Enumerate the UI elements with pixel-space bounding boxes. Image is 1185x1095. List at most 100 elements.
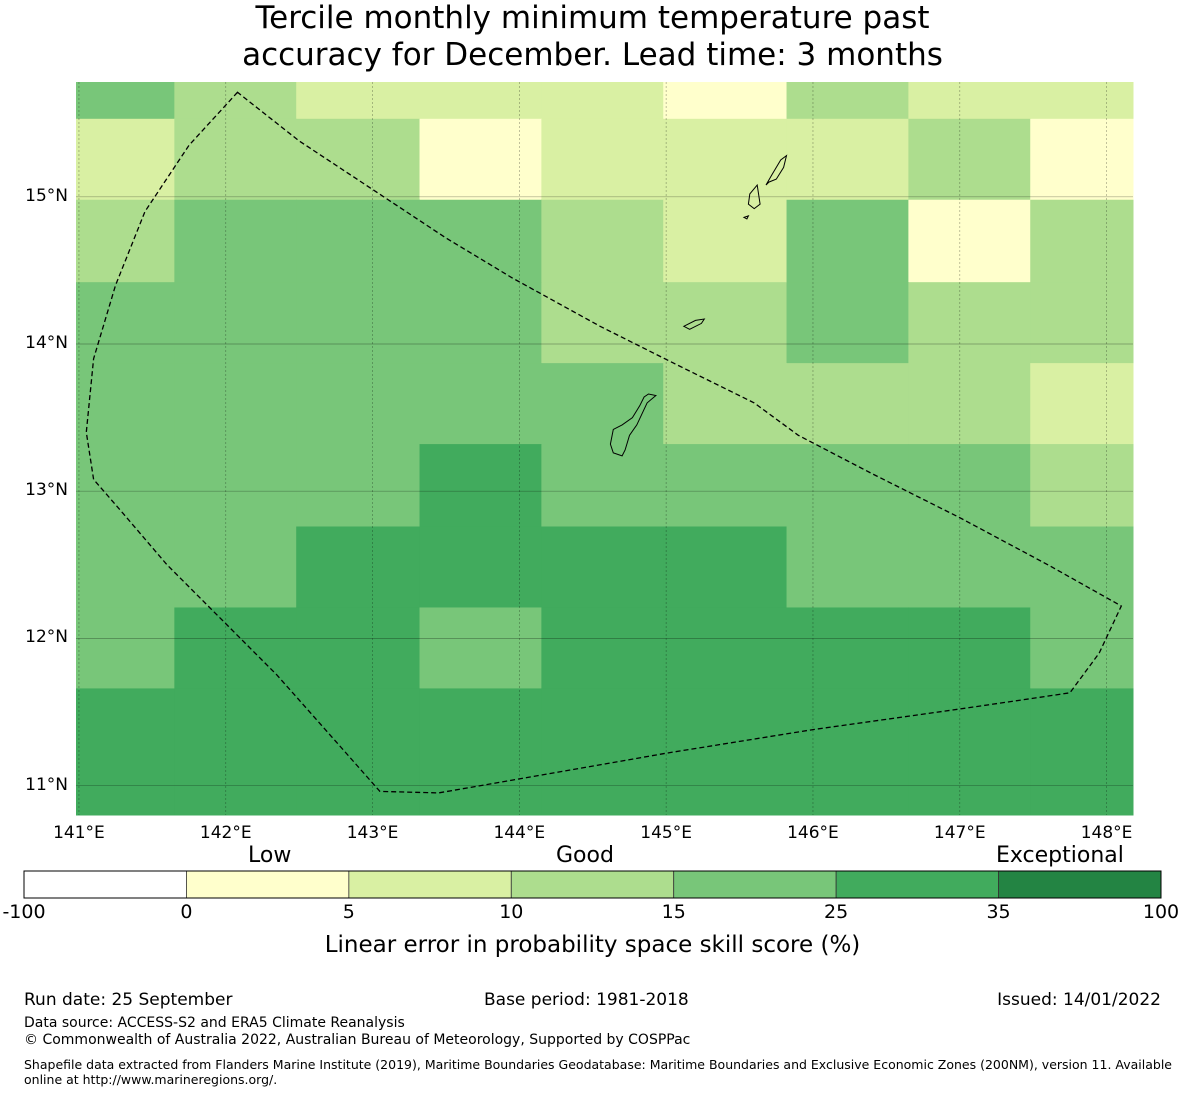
island-outline xyxy=(765,154,788,186)
grid-cell xyxy=(908,118,1031,201)
grid-cell xyxy=(541,199,664,283)
grid-cell xyxy=(786,199,909,283)
grid-cell xyxy=(1030,282,1134,364)
colorbar-tick-label: 5 xyxy=(342,901,355,923)
lon-tick-label: 142°E xyxy=(199,823,252,843)
lon-tick-label: 145°E xyxy=(640,823,692,843)
lon-tick-label: 148°E xyxy=(1080,823,1133,843)
colorbar-segment xyxy=(835,870,999,899)
grid-cell xyxy=(1030,526,1134,608)
colorbar-segment xyxy=(510,870,675,899)
grid-cell xyxy=(174,118,297,201)
eez-boundary-line xyxy=(85,91,1123,794)
grid-cell xyxy=(908,444,1031,528)
island-outline xyxy=(609,393,658,457)
grid-cell xyxy=(296,444,421,528)
grid-cell xyxy=(786,688,909,816)
grid-cell xyxy=(76,444,175,528)
lon-tick-label: 144°E xyxy=(493,823,546,843)
grid-cell xyxy=(174,282,297,364)
grid-cell xyxy=(908,199,1031,283)
copyright: © Commonwealth of Australia 2022, Austra… xyxy=(24,1032,691,1048)
colorbar-tick-label: -100 xyxy=(2,901,46,923)
grid-cell xyxy=(76,526,175,608)
grid-cell xyxy=(663,282,788,364)
grid-cell xyxy=(663,363,788,445)
grid-cell xyxy=(908,688,1031,816)
lon-tick-label: 143°E xyxy=(346,823,399,843)
grid-cell xyxy=(296,82,421,120)
grid-cell xyxy=(663,688,788,816)
grid-cell xyxy=(419,526,542,608)
grid-cell xyxy=(76,199,175,283)
lat-tick-label: 13°N xyxy=(25,480,68,501)
grid-cell xyxy=(174,607,297,689)
colorbar-segment xyxy=(23,870,187,899)
grid-cell xyxy=(786,82,909,120)
lon-tick-label: 147°E xyxy=(933,823,986,843)
grid-cell xyxy=(419,607,542,689)
grid-cell xyxy=(296,526,421,608)
grid-cell xyxy=(786,526,909,608)
grid-cell xyxy=(908,282,1031,364)
grid-cell xyxy=(76,688,175,816)
grid-cell xyxy=(296,607,421,689)
category-good: Good xyxy=(556,843,614,868)
graticule-lines xyxy=(76,82,1133,815)
colorbar-tick-label: 0 xyxy=(180,901,193,923)
grid-cell xyxy=(663,199,788,283)
grid-cell xyxy=(1030,444,1134,528)
lon-tick-label: 141°E xyxy=(53,823,105,843)
grid-cell xyxy=(786,444,909,528)
colorbar-tick-label: 25 xyxy=(824,901,849,923)
grid-cell xyxy=(1030,118,1134,201)
lon-tick-label: 146°E xyxy=(787,823,839,843)
island-outline xyxy=(682,318,706,330)
grid-cell xyxy=(786,607,909,689)
colorbar-segment xyxy=(348,870,512,899)
grid-cell xyxy=(541,82,664,120)
grid-cell xyxy=(908,82,1031,120)
colorbar-segment xyxy=(998,870,1162,899)
grid-cell xyxy=(419,118,542,201)
skill-grid-cells xyxy=(76,82,1134,816)
issued-date: Issued: 14/01/2022 xyxy=(997,990,1161,1010)
grid-cell xyxy=(663,607,788,689)
grid-cell xyxy=(296,118,421,201)
base-period: Base period: 1981-2018 xyxy=(484,990,689,1010)
grid-cell xyxy=(174,363,297,445)
grid-cell xyxy=(786,282,909,364)
colorbar-tick-label: 100 xyxy=(1142,901,1180,923)
colorbar-segment xyxy=(186,870,350,899)
colorbar-tick-label: 35 xyxy=(986,901,1011,923)
grid-cell xyxy=(908,607,1031,689)
grid-cell xyxy=(1030,688,1134,816)
colorbar-label: Linear error in probability space skill … xyxy=(324,932,861,958)
shapefile-credit: Shapefile data extracted from Flanders M… xyxy=(24,1057,1172,1087)
grid-cell xyxy=(786,118,909,201)
grid-cell xyxy=(541,118,664,201)
colorbar-segment xyxy=(673,870,837,899)
island-outline xyxy=(747,183,761,210)
grid-cell xyxy=(174,444,297,528)
island-outlines xyxy=(609,154,788,457)
grid-cell xyxy=(663,82,788,120)
grid-cell xyxy=(76,607,175,689)
lat-tick-label: 12°N xyxy=(25,627,68,648)
grid-cell xyxy=(663,444,788,528)
grid-cell xyxy=(541,444,664,528)
grid-cell xyxy=(296,688,421,816)
colorbar-tick-label: 10 xyxy=(499,901,524,923)
grid-cell xyxy=(541,526,664,608)
grid-cell xyxy=(541,688,664,816)
grid-cell xyxy=(541,282,664,364)
grid-cell xyxy=(174,688,297,816)
title-line-1: Tercile monthly minimum temperature past xyxy=(255,0,930,36)
island-outline xyxy=(742,215,750,220)
grid-cell xyxy=(1030,199,1134,283)
grid-cell xyxy=(174,82,297,120)
grid-cell xyxy=(419,444,542,528)
grid-cell xyxy=(296,199,421,283)
category-exceptional: Exceptional xyxy=(996,843,1124,868)
grid-cell xyxy=(419,282,542,364)
